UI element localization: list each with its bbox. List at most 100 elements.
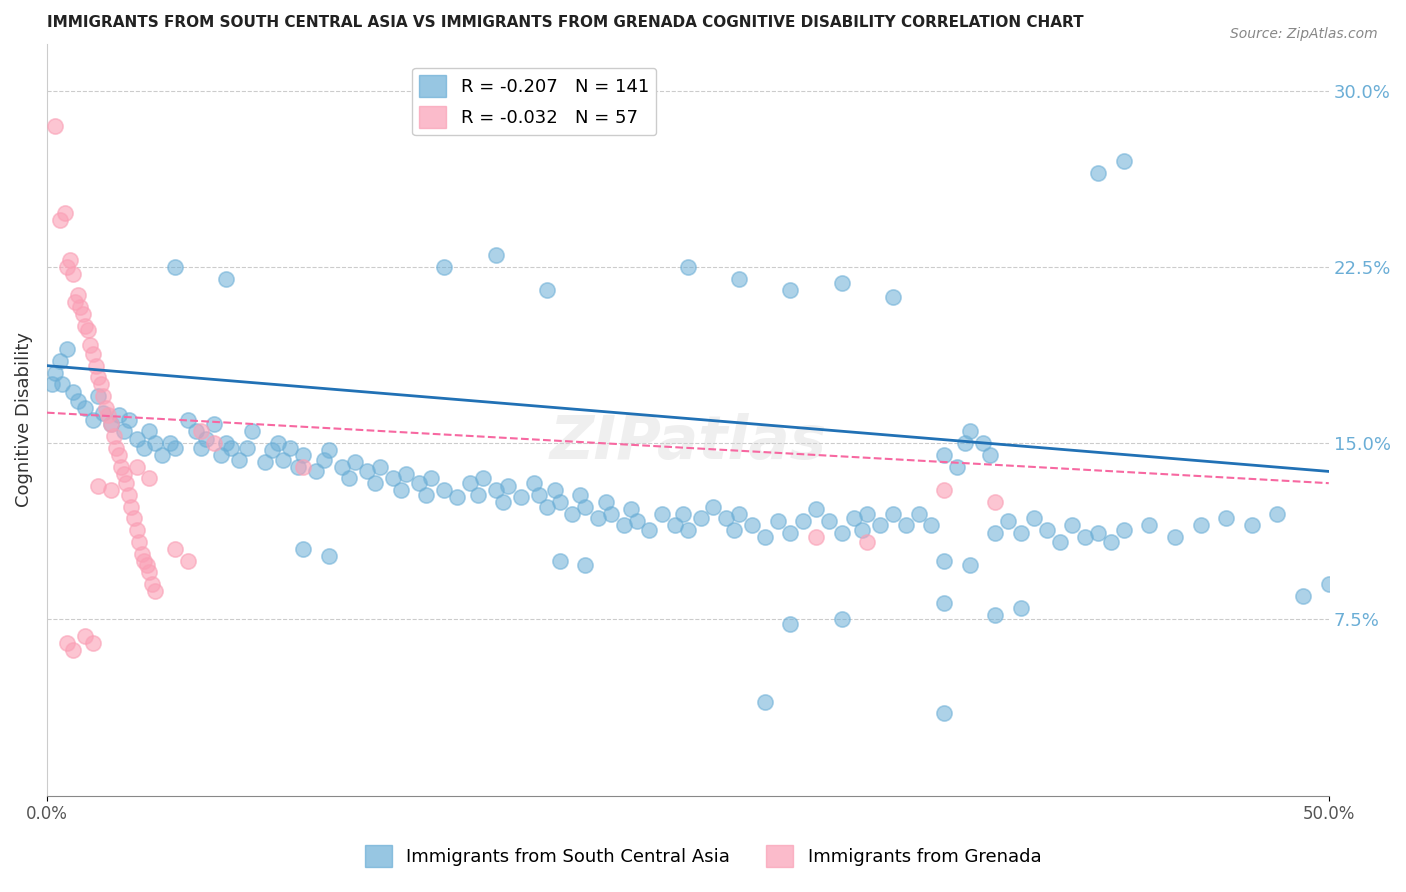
Point bbox=[728, 507, 751, 521]
Point bbox=[79, 337, 101, 351]
Point bbox=[122, 511, 145, 525]
Point bbox=[262, 443, 284, 458]
Point bbox=[702, 500, 724, 514]
Point bbox=[135, 558, 157, 573]
Point bbox=[984, 607, 1007, 622]
Point bbox=[56, 636, 79, 650]
Point bbox=[754, 695, 776, 709]
Point bbox=[984, 495, 1007, 509]
Point bbox=[228, 452, 250, 467]
Point bbox=[190, 425, 212, 439]
Legend: Immigrants from South Central Asia, Immigrants from Grenada: Immigrants from South Central Asia, Immi… bbox=[357, 838, 1049, 874]
Point bbox=[125, 523, 148, 537]
Point bbox=[97, 408, 120, 422]
Point bbox=[638, 523, 661, 537]
Point bbox=[66, 288, 89, 302]
Point bbox=[48, 354, 70, 368]
Point bbox=[138, 566, 160, 580]
Point bbox=[82, 347, 104, 361]
Point bbox=[41, 377, 63, 392]
Point bbox=[312, 452, 335, 467]
Point bbox=[209, 448, 232, 462]
Point bbox=[150, 448, 173, 462]
Point bbox=[408, 476, 430, 491]
Point bbox=[997, 514, 1019, 528]
Point bbox=[723, 523, 745, 537]
Point bbox=[343, 455, 366, 469]
Point bbox=[543, 483, 565, 498]
Point bbox=[292, 541, 315, 556]
Point bbox=[165, 441, 187, 455]
Point bbox=[292, 448, 315, 462]
Point bbox=[107, 448, 129, 462]
Point bbox=[236, 441, 259, 455]
Point bbox=[51, 377, 73, 392]
Point bbox=[221, 441, 243, 455]
Point bbox=[741, 518, 763, 533]
Point bbox=[574, 558, 596, 573]
Point bbox=[920, 518, 942, 533]
Point bbox=[202, 417, 225, 432]
Point bbox=[82, 413, 104, 427]
Point bbox=[330, 459, 353, 474]
Point bbox=[177, 554, 200, 568]
Point bbox=[586, 511, 609, 525]
Point bbox=[87, 370, 110, 384]
Point bbox=[100, 417, 122, 432]
Point bbox=[134, 441, 156, 455]
Text: IMMIGRANTS FROM SOUTH CENTRAL ASIA VS IMMIGRANTS FROM GRENADA COGNITIVE DISABILI: IMMIGRANTS FROM SOUTH CENTRAL ASIA VS IM… bbox=[46, 15, 1084, 30]
Point bbox=[869, 518, 891, 533]
Point bbox=[66, 393, 89, 408]
Y-axis label: Cognitive Disability: Cognitive Disability bbox=[15, 332, 32, 508]
Point bbox=[979, 448, 1001, 462]
Point bbox=[84, 359, 107, 373]
Point bbox=[100, 417, 122, 432]
Point bbox=[287, 459, 309, 474]
Point bbox=[626, 514, 648, 528]
Point bbox=[844, 511, 866, 525]
Point bbox=[56, 342, 79, 356]
Point bbox=[62, 267, 84, 281]
Point bbox=[779, 525, 801, 540]
Point bbox=[128, 535, 150, 549]
Point bbox=[467, 488, 489, 502]
Point bbox=[143, 584, 166, 599]
Point bbox=[118, 413, 141, 427]
Point bbox=[271, 452, 294, 467]
Point bbox=[190, 441, 212, 455]
Point bbox=[1215, 511, 1237, 525]
Point bbox=[536, 284, 558, 298]
Point bbox=[107, 408, 129, 422]
Point bbox=[882, 507, 904, 521]
Point bbox=[433, 483, 456, 498]
Point bbox=[664, 518, 686, 533]
Point bbox=[651, 507, 673, 521]
Point bbox=[75, 401, 97, 415]
Point bbox=[69, 300, 91, 314]
Legend: R = -0.207   N = 141, R = -0.032   N = 57: R = -0.207 N = 141, R = -0.032 N = 57 bbox=[412, 68, 657, 136]
Point bbox=[953, 436, 976, 450]
Point bbox=[548, 554, 571, 568]
Point bbox=[779, 284, 801, 298]
Point bbox=[595, 495, 617, 509]
Point bbox=[77, 323, 100, 337]
Point bbox=[240, 425, 263, 439]
Point bbox=[728, 271, 751, 285]
Point bbox=[44, 119, 66, 133]
Point bbox=[62, 384, 84, 399]
Point bbox=[851, 523, 873, 537]
Point bbox=[536, 500, 558, 514]
Point bbox=[1087, 166, 1109, 180]
Point bbox=[984, 525, 1007, 540]
Point bbox=[110, 459, 132, 474]
Point bbox=[382, 471, 405, 485]
Point bbox=[831, 277, 853, 291]
Point bbox=[1010, 600, 1032, 615]
Point bbox=[804, 530, 827, 544]
Point bbox=[1049, 535, 1071, 549]
Point bbox=[1240, 518, 1263, 533]
Point bbox=[202, 436, 225, 450]
Point bbox=[143, 436, 166, 450]
Point bbox=[100, 483, 122, 498]
Point bbox=[1112, 523, 1135, 537]
